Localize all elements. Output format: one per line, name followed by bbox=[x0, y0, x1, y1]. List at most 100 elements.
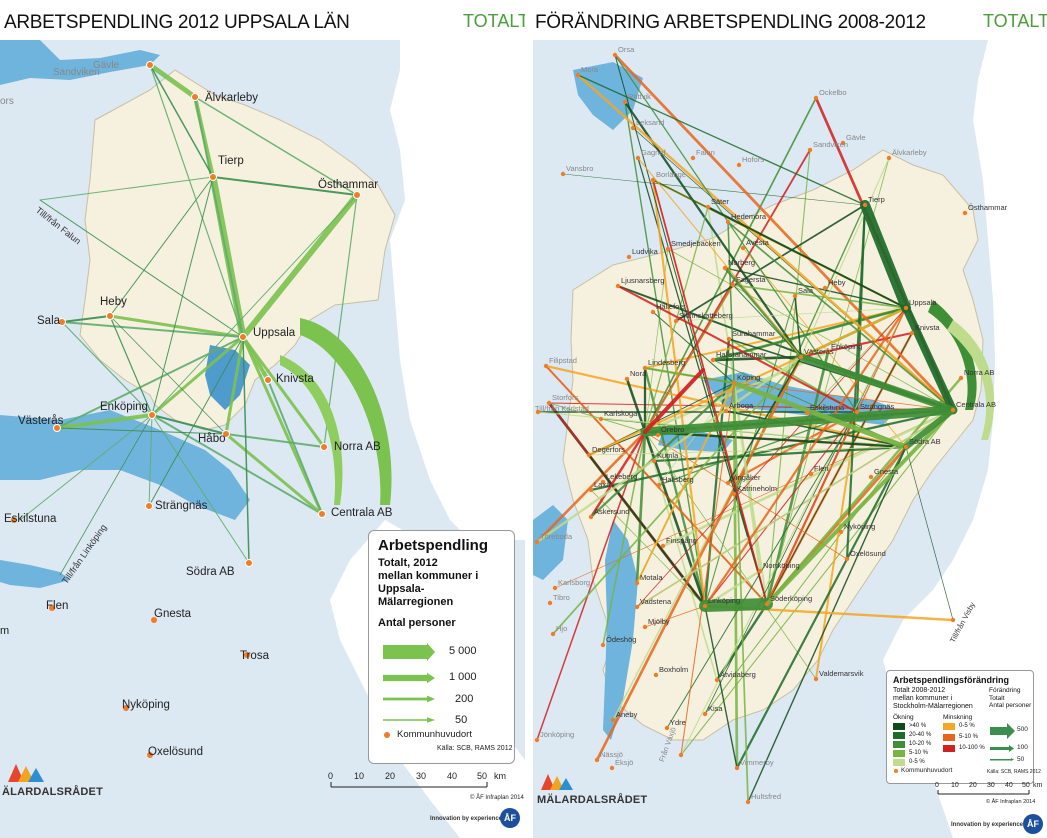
legend-swatch bbox=[893, 722, 905, 730]
baltic-sea bbox=[883, 40, 1047, 838]
label-osthammar: Östhammar bbox=[318, 179, 379, 191]
change-flow-line bbox=[704, 307, 907, 607]
town-dot bbox=[731, 491, 737, 497]
right-scale-20: 20 bbox=[969, 782, 977, 789]
right-map-canvas bbox=[533, 40, 1047, 838]
town-dot bbox=[745, 799, 751, 805]
place-label: Hofors bbox=[742, 155, 765, 164]
place-label: Norrköping bbox=[763, 561, 800, 570]
flow-line bbox=[242, 336, 250, 564]
change-flow-line bbox=[644, 284, 734, 433]
legend-swatch bbox=[893, 731, 905, 739]
place-label: Södra AB bbox=[909, 437, 941, 446]
label-strangnas: Strängnäs bbox=[155, 500, 208, 512]
town-dot bbox=[886, 155, 892, 161]
change-flow-line bbox=[800, 331, 913, 359]
town-dot bbox=[673, 318, 679, 324]
right-legend-source: Källa: SCB, RAMS 2012 bbox=[987, 769, 1041, 775]
place-label: Oxelösund bbox=[850, 549, 886, 558]
town-dot bbox=[588, 487, 594, 493]
change-flow-line bbox=[617, 285, 858, 413]
town-dot bbox=[191, 93, 199, 101]
place-label: Karlskoga bbox=[604, 409, 638, 418]
place-label: Vingåker bbox=[731, 473, 761, 482]
town-dot bbox=[151, 617, 157, 623]
flow-line bbox=[225, 433, 325, 448]
change-flow-line bbox=[736, 446, 907, 769]
town-dot bbox=[11, 517, 17, 523]
place-label: Hällefors bbox=[656, 302, 686, 311]
place-label: Östhammar bbox=[968, 203, 1008, 212]
town-dot bbox=[53, 424, 61, 432]
change-flow-line bbox=[614, 54, 858, 413]
legend-change-title: Förändring Totalt Antal personer bbox=[989, 687, 1032, 709]
place-label: Flen bbox=[814, 464, 829, 473]
town-dot bbox=[318, 510, 326, 518]
place-label: Norberg bbox=[728, 258, 756, 267]
town-dot bbox=[757, 568, 763, 574]
place-label: Ydre bbox=[670, 718, 686, 727]
legend-increase-4: 0-5 % bbox=[893, 758, 925, 766]
town-dot bbox=[594, 757, 600, 763]
town-dot bbox=[655, 432, 661, 438]
change-flow-line bbox=[644, 605, 706, 628]
place-label: Jönköping bbox=[540, 730, 575, 739]
town-dot bbox=[610, 717, 616, 723]
change-flow-line bbox=[732, 382, 762, 572]
label-vasteras: Västerås bbox=[18, 415, 64, 427]
town-dot bbox=[145, 502, 153, 510]
left-map-title: ARBETSPENDLING 2012 UPPSALA LÄN bbox=[4, 12, 350, 33]
left-legend-title: Arbetspendling bbox=[378, 537, 489, 554]
place-label: Älvkarleby bbox=[892, 148, 927, 157]
flow-line bbox=[148, 336, 244, 507]
place-label: Tibro bbox=[553, 593, 570, 602]
town-dot bbox=[535, 409, 541, 415]
change-flow-line bbox=[905, 446, 954, 621]
legend-item-5000: 5 000 bbox=[449, 645, 477, 657]
flow-line bbox=[194, 96, 358, 196]
change-flow-line bbox=[794, 295, 802, 358]
legend-swatch-label: 20-40 % bbox=[909, 732, 932, 738]
town-dot bbox=[650, 309, 656, 315]
place-label: Nora bbox=[630, 369, 647, 378]
label-habo: Håbo bbox=[198, 433, 226, 445]
flow-line bbox=[151, 414, 227, 435]
town-dot bbox=[353, 191, 361, 199]
change-flow-line bbox=[732, 284, 907, 309]
right-legend-arrows bbox=[894, 723, 1015, 773]
label-trosa: Trosa bbox=[240, 650, 269, 662]
place-label: Köping bbox=[737, 373, 761, 382]
place-label: Lindesberg bbox=[648, 358, 686, 367]
place-label: Surahammar bbox=[732, 329, 776, 338]
town-dot bbox=[660, 543, 666, 549]
town-dot bbox=[664, 725, 670, 731]
place-label: Arboga bbox=[729, 401, 754, 410]
right-brand-text: MÄLARDALSRÅDET bbox=[537, 794, 648, 806]
change-flow-line bbox=[733, 382, 749, 803]
label-sodra-ab: Södra AB bbox=[186, 566, 235, 578]
town-dot bbox=[543, 363, 549, 369]
place-label: Gagnef bbox=[641, 148, 666, 157]
legend-decrease-1: 5-10 % bbox=[943, 733, 978, 741]
town-dot bbox=[245, 559, 253, 567]
right-legend-title: Arbetspendlingsförändring bbox=[893, 675, 1010, 685]
right-footer-logo-icon: ÅF bbox=[1023, 814, 1043, 834]
legend-town-label: Kommunhuvudort bbox=[397, 729, 472, 740]
flow-line bbox=[149, 64, 244, 338]
town-dot bbox=[550, 631, 556, 637]
left-total-tag: TOTALT bbox=[463, 11, 525, 31]
flow-line bbox=[59, 414, 153, 576]
place-label: Fagersta bbox=[736, 275, 766, 284]
legend-arrow-200 bbox=[383, 695, 435, 703]
change-flow-line bbox=[577, 74, 954, 411]
change-flow-line bbox=[800, 157, 890, 358]
town-dot bbox=[792, 293, 798, 299]
right-scale-30: 30 bbox=[987, 782, 995, 789]
place-label: Sandviken bbox=[813, 140, 849, 149]
legend-swatch-label: 10-100 % bbox=[959, 745, 985, 751]
change-flow-line bbox=[644, 431, 718, 681]
change-flow-line bbox=[680, 382, 735, 756]
major-change-flow bbox=[797, 353, 957, 414]
town-dot bbox=[825, 349, 831, 355]
place-label: Falun bbox=[696, 148, 715, 157]
